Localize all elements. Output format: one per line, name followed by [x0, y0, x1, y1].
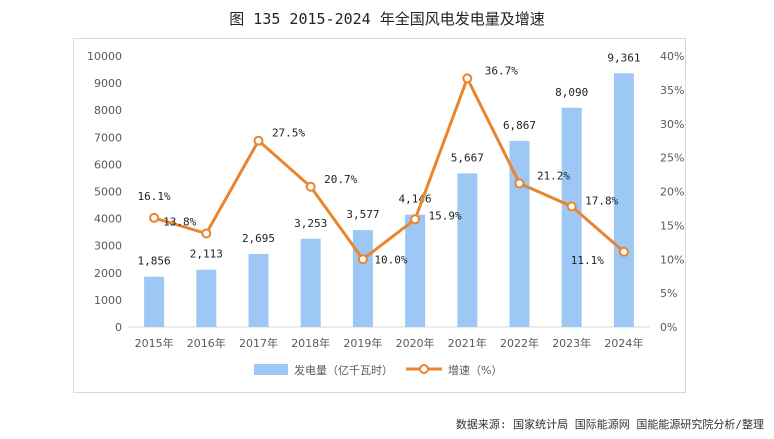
bar-data-label: 3,253: [294, 217, 327, 230]
y-left-tick-label: 5000: [94, 186, 122, 199]
bar: [457, 173, 478, 327]
growth-point: [566, 201, 577, 212]
growth-point: [357, 254, 368, 265]
bar-data-label: 2,695: [242, 232, 275, 245]
growth-point: [462, 73, 473, 84]
y-right-tick-label: 40%: [660, 50, 684, 63]
y-right-tick-label: 0%: [660, 321, 677, 334]
growth-point: [410, 214, 421, 225]
legend-line-label: 增速（%）: [448, 363, 502, 377]
bar: [248, 253, 269, 327]
bar-data-label: 2,113: [190, 248, 223, 261]
y-right-tick-label: 5%: [660, 287, 677, 300]
growth-data-label: 21.2%: [537, 169, 570, 182]
x-tick-label: 2017年: [239, 336, 278, 350]
growth-data-label: 11.1%: [571, 254, 604, 267]
bar: [352, 230, 373, 327]
y-right-tick-label: 35%: [660, 84, 684, 97]
bar: [300, 238, 321, 327]
bar: [509, 140, 530, 327]
y-left-tick-label: 9000: [94, 77, 122, 90]
growth-data-label: 13.8%: [163, 216, 196, 229]
bar-data-label: 8,090: [555, 86, 588, 99]
bar: [561, 107, 582, 327]
x-tick-label: 2016年: [187, 336, 226, 350]
x-tick-label: 2023年: [552, 336, 591, 350]
growth-data-label: 27.5%: [272, 127, 305, 140]
bar-data-label: 1,856: [138, 255, 171, 268]
bar: [144, 276, 165, 327]
bar-data-label: 3,577: [346, 208, 379, 221]
y-left-tick-label: 3000: [94, 240, 122, 253]
growth-data-label: 36.7%: [485, 64, 518, 77]
bar: [613, 73, 634, 328]
y-left-tick-label: 6000: [94, 158, 122, 171]
legend-bar-swatch: [254, 364, 288, 375]
y-left-tick-label: 8000: [94, 104, 122, 117]
legend-line-marker: [419, 364, 429, 374]
y-right-tick-label: 20%: [660, 186, 684, 199]
x-tick-label: 2018年: [291, 336, 330, 350]
growth-data-label: 20.7%: [324, 173, 357, 186]
chart-frame: [73, 38, 686, 393]
bar-data-label: 5,667: [451, 151, 484, 164]
x-tick-label: 2015年: [135, 336, 174, 350]
growth-point: [618, 246, 629, 257]
bar: [405, 214, 426, 327]
chart-title: 图 135 2015-2024 年全国风电发电量及增速: [229, 10, 545, 28]
y-left-tick-label: 1000: [94, 294, 122, 307]
y-right-tick-label: 15%: [660, 219, 684, 232]
y-left-tick-label: 4000: [94, 213, 122, 226]
bar: [196, 269, 217, 327]
y-left-tick-label: 10000: [87, 50, 122, 63]
growth-point: [253, 135, 264, 146]
y-right-tick-label: 30%: [660, 118, 684, 131]
bar-data-label: 4,146: [399, 193, 432, 206]
x-tick-label: 2019年: [343, 336, 382, 350]
x-tick-label: 2020年: [396, 336, 435, 350]
growth-point: [514, 178, 525, 189]
growth-point: [305, 181, 316, 192]
growth-data-label: 16.1%: [138, 190, 171, 203]
growth-point: [149, 212, 160, 223]
growth-data-label: 17.8%: [585, 194, 618, 207]
legend-bar-label: 发电量（亿千瓦时）: [294, 363, 393, 377]
y-left-tick-label: 7000: [94, 131, 122, 144]
bar-data-label: 9,361: [607, 51, 640, 64]
x-tick-label: 2024年: [604, 336, 643, 350]
data-source: 数据来源: 国家统计局 国际能源网 国能能源研究院分析/整理: [455, 418, 764, 431]
x-tick-label: 2022年: [500, 336, 539, 350]
bar-data-label: 6,867: [503, 119, 536, 132]
y-right-tick-label: 10%: [660, 253, 684, 266]
y-right-tick-label: 25%: [660, 152, 684, 165]
growth-point: [201, 228, 212, 239]
growth-data-label: 10.0%: [374, 253, 407, 266]
x-tick-label: 2021年: [448, 336, 487, 350]
growth-line: [153, 74, 625, 262]
y-left-tick-label: 2000: [94, 267, 122, 280]
growth-data-label: 15.9%: [429, 209, 462, 222]
y-left-tick-label: 0: [115, 321, 122, 334]
